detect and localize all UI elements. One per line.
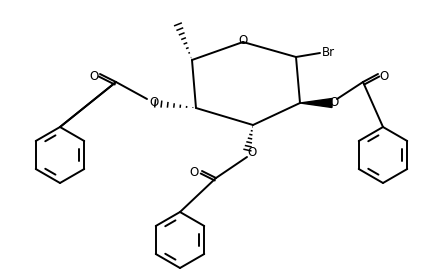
Text: O: O (247, 147, 257, 159)
Text: O: O (238, 35, 248, 47)
Text: O: O (379, 70, 389, 82)
Text: Br: Br (321, 47, 335, 59)
Text: O: O (190, 167, 198, 179)
Text: O: O (89, 70, 99, 82)
Text: O: O (329, 96, 339, 109)
Text: O: O (149, 96, 159, 109)
Polygon shape (300, 98, 332, 107)
